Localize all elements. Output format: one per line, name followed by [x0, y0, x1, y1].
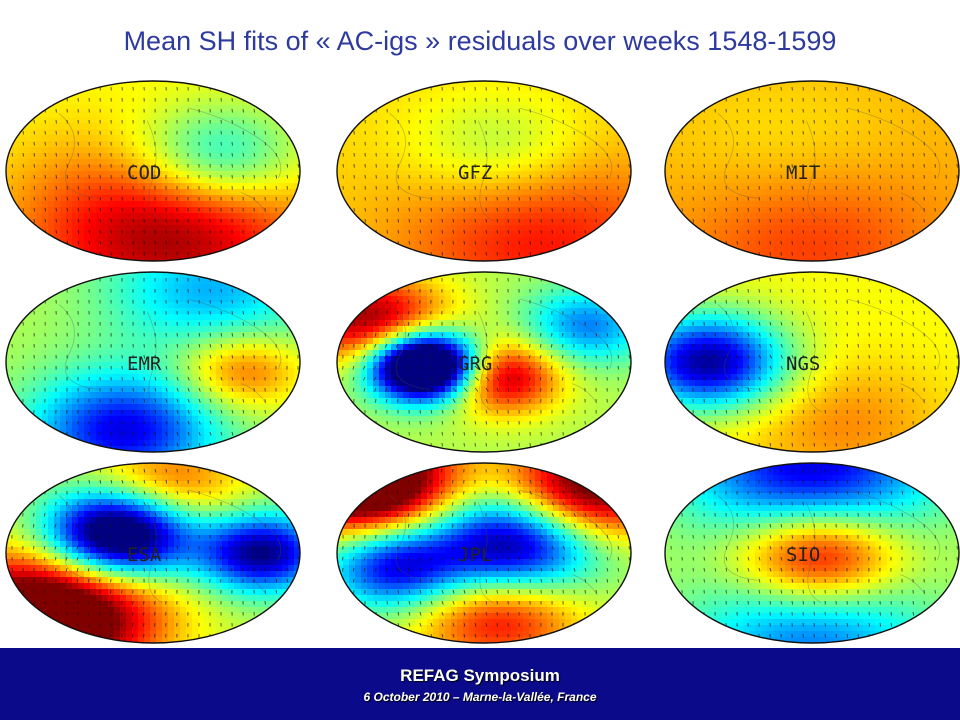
footer-bar: REFAG Symposium 6 October 2010 – Marne-l…: [0, 648, 960, 720]
map-label-mit: MIT: [786, 162, 820, 184]
map-label-cod: COD: [127, 162, 161, 184]
map-label-emr: EMR: [127, 353, 162, 375]
map-label-esa: ESA: [127, 544, 162, 566]
map-label-jpl: JPL: [458, 544, 492, 566]
map-gfz: GFZ: [336, 80, 632, 262]
map-emr: EMR: [5, 271, 301, 453]
map-sio: SIO: [664, 462, 960, 644]
map-jpl: JPL: [336, 462, 632, 644]
map-mit: MIT: [664, 80, 960, 262]
footer-date-place: 6 October 2010 – Marne-la-Vallée, France: [363, 690, 597, 704]
slide-title: Mean SH fits of « AC-igs » residuals ove…: [123, 26, 837, 56]
footer-event: REFAG Symposium: [400, 666, 560, 685]
map-cod: COD: [5, 80, 301, 262]
map-label-gfz: GFZ: [458, 162, 492, 184]
map-label-grg: GRG: [458, 353, 492, 375]
residual-maps-grid: COD GFZ MIT EMR GRG NGS ESA JPL SIO: [5, 80, 960, 644]
map-label-ngs: NGS: [786, 353, 820, 375]
map-grg: GRG: [336, 271, 632, 453]
map-esa: ESA: [5, 462, 301, 644]
map-label-sio: SIO: [786, 544, 820, 566]
map-ngs: NGS: [664, 271, 960, 453]
